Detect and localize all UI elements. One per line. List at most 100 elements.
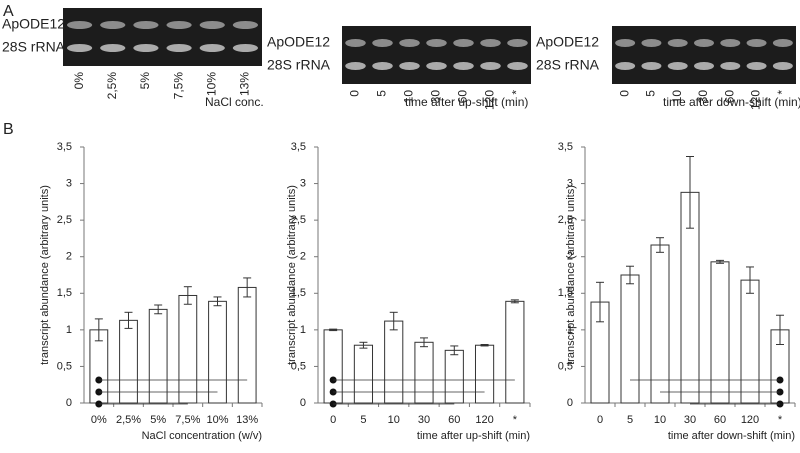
gel-band: [480, 62, 501, 70]
gel-band: [100, 21, 126, 29]
gel-band: [694, 62, 714, 70]
x-tick-label: 60: [448, 414, 460, 426]
x-tick-label: 30: [418, 414, 430, 426]
gel-band: [694, 39, 714, 47]
gel-lane-label: 10: [670, 90, 684, 104]
gel-band: [372, 62, 393, 70]
gel-band: [199, 44, 225, 52]
gel-row-label: 28S rRNA: [2, 39, 66, 55]
x-tick-label: 5: [360, 414, 366, 426]
gel-row-label: ApODE12: [2, 16, 65, 32]
gel-lane-label: 30: [696, 90, 710, 104]
bar: [650, 244, 670, 404]
bar: [474, 344, 495, 404]
bar: [505, 300, 525, 404]
gel-band: [641, 62, 662, 70]
gel-row-label: ApODE12: [536, 34, 599, 50]
gel-band: [720, 62, 741, 70]
x-tick-label: 5%: [150, 414, 166, 426]
gel-lane-label: 5: [375, 90, 389, 97]
gel-lane-label: 60: [456, 90, 470, 104]
gel-x-label: NaCl conc.: [205, 95, 264, 109]
y-axis-label: transcript abundance (arbitrary units): [286, 185, 298, 365]
gel-image: [612, 26, 796, 84]
x-tick-label: 0: [597, 414, 603, 426]
gel-band: [66, 21, 93, 29]
gel-image: [342, 26, 531, 84]
x-axis-label: time after down-shift (min): [668, 430, 795, 442]
y-tick-label: 3,5: [291, 141, 306, 153]
gel-band: [746, 39, 767, 47]
gel-band: [232, 21, 259, 29]
y-tick-label: 2,5: [57, 214, 72, 226]
x-tick-label: 0%: [91, 414, 107, 426]
bar: [710, 261, 730, 404]
x-axis-label: time after up-shift (min): [417, 430, 530, 442]
x-tick-label: 5: [627, 414, 633, 426]
y-axis-label: transcript abundance (arbitrary units): [39, 185, 51, 365]
gel-lane-label: 10%: [204, 72, 218, 96]
gel-x-label: time after down-shift (min): [663, 95, 800, 109]
x-tick-label: 10%: [206, 414, 228, 426]
bar: [237, 286, 257, 404]
x-tick-label: *: [778, 414, 783, 426]
gel-band: [199, 21, 225, 29]
bar: [444, 349, 464, 404]
gel-band: [772, 62, 793, 70]
gel-band: [426, 62, 447, 70]
gel-band: [615, 62, 636, 70]
y-tick-label: 0,5: [291, 360, 306, 372]
bar: [148, 308, 168, 404]
bar: [178, 294, 198, 404]
bar: [414, 341, 434, 404]
gel-lane-label: 120: [749, 90, 763, 110]
y-tick-label: 3: [567, 177, 573, 189]
y-tick-label: 1: [300, 324, 306, 336]
y-tick-label: 3: [66, 177, 72, 189]
y-tick-label: 0: [567, 397, 573, 409]
y-tick-label: 0: [300, 397, 306, 409]
gel-lane-label: 7,5%: [171, 72, 185, 100]
gel-band: [641, 39, 662, 47]
gel-lane-label: *: [775, 90, 789, 95]
gel-band: [372, 39, 393, 47]
gel-lane-label: 60: [722, 90, 736, 104]
x-tick-label: 10: [654, 414, 666, 426]
gel-image: [63, 8, 262, 66]
panel-label: A: [3, 3, 14, 20]
gel-x-label: time after up-shift (min): [405, 95, 528, 109]
y-tick-label: 2: [66, 251, 72, 263]
x-tick-label: 120: [741, 414, 759, 426]
panel-label: B: [3, 121, 14, 138]
gel-lane-label: 5: [644, 90, 658, 97]
x-tick-label: 30: [684, 414, 696, 426]
gel-lane-label: 0%: [72, 72, 86, 90]
y-tick-label: 2: [300, 251, 306, 263]
x-tick-label: 2,5%: [116, 414, 141, 426]
gel-lane-label: 2,5%: [105, 72, 119, 100]
gel-lane-label: 30: [429, 90, 443, 104]
gel-row-label: ApODE12: [267, 34, 330, 50]
x-axis-label: NaCl concentration (w/v): [142, 430, 262, 442]
gel-band: [66, 44, 93, 52]
y-tick-label: 1,5: [291, 287, 306, 299]
y-tick-label: 1,5: [558, 287, 573, 299]
x-tick-label: 13%: [236, 414, 258, 426]
y-tick-label: 3,5: [57, 141, 72, 153]
y-tick-label: 0: [66, 397, 72, 409]
y-tick-label: 1,5: [57, 287, 72, 299]
bar: [119, 319, 138, 404]
y-tick-label: 3: [300, 177, 306, 189]
y-tick-label: 3,5: [558, 141, 573, 153]
y-tick-label: 0,5: [57, 360, 72, 372]
y-axis-label: transcript abundance (arbitrary units): [565, 185, 577, 365]
x-tick-label: 10: [388, 414, 400, 426]
gel-band: [232, 44, 259, 52]
gel-band: [426, 39, 447, 47]
x-tick-label: 7,5%: [175, 414, 200, 426]
y-tick-label: 0,5: [558, 360, 573, 372]
bar: [620, 274, 640, 404]
gel-lane-label: 0: [348, 90, 362, 97]
x-tick-label: 120: [475, 414, 493, 426]
